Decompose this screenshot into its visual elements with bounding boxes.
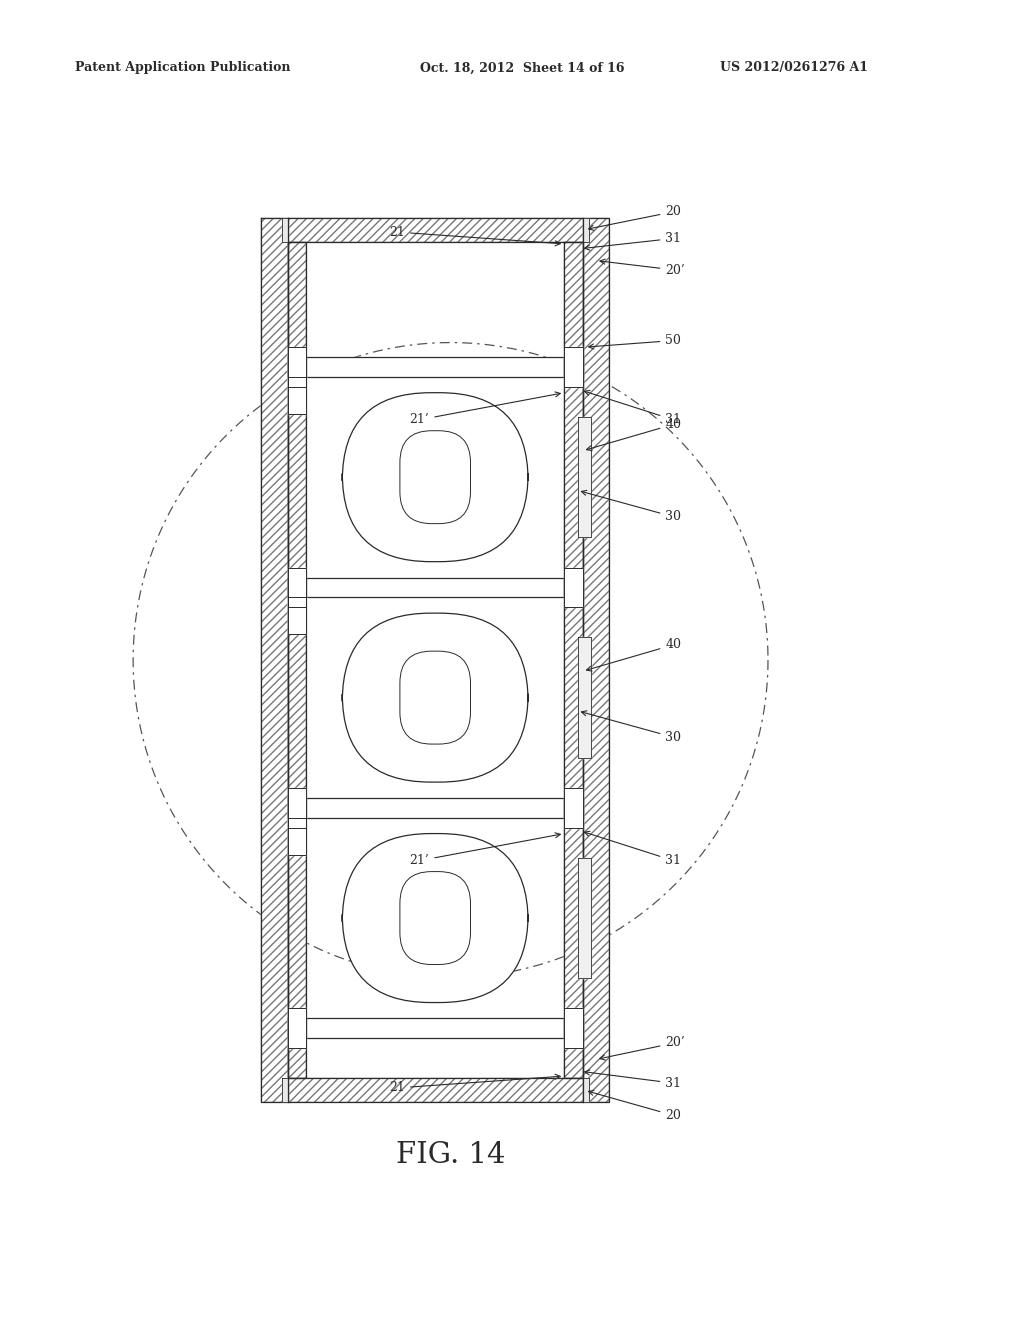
- Polygon shape: [282, 218, 288, 242]
- Text: 31: 31: [585, 832, 681, 867]
- Polygon shape: [288, 788, 306, 828]
- Polygon shape: [564, 347, 583, 387]
- Text: 40: 40: [587, 418, 681, 450]
- Text: 50: 50: [589, 334, 681, 348]
- Polygon shape: [288, 1008, 306, 1048]
- Polygon shape: [288, 578, 583, 597]
- Polygon shape: [578, 638, 591, 758]
- Text: 30: 30: [582, 710, 681, 743]
- Polygon shape: [564, 358, 583, 597]
- Polygon shape: [288, 1078, 583, 1102]
- Polygon shape: [288, 378, 306, 414]
- Polygon shape: [564, 1019, 583, 1078]
- Text: FIG. 14: FIG. 14: [396, 1140, 505, 1170]
- Polygon shape: [288, 797, 306, 1039]
- Text: 21: 21: [389, 1074, 560, 1094]
- Polygon shape: [288, 578, 306, 817]
- Text: 21’: 21’: [410, 833, 560, 867]
- Polygon shape: [564, 797, 583, 1039]
- Text: US 2012/0261276 A1: US 2012/0261276 A1: [720, 62, 868, 74]
- FancyBboxPatch shape: [342, 834, 528, 1003]
- Polygon shape: [578, 858, 591, 978]
- Text: 21’: 21’: [410, 392, 560, 426]
- Text: 40: 40: [587, 639, 681, 671]
- Text: 30: 30: [582, 490, 681, 523]
- Polygon shape: [564, 1008, 583, 1048]
- FancyBboxPatch shape: [400, 651, 470, 744]
- Polygon shape: [288, 218, 583, 242]
- Polygon shape: [564, 568, 583, 607]
- Polygon shape: [288, 1019, 306, 1078]
- Polygon shape: [288, 358, 306, 597]
- Polygon shape: [583, 1078, 589, 1102]
- Text: Patent Application Publication: Patent Application Publication: [75, 62, 291, 74]
- Polygon shape: [564, 242, 583, 378]
- Polygon shape: [564, 578, 583, 817]
- Polygon shape: [288, 597, 306, 635]
- Polygon shape: [564, 788, 583, 828]
- Polygon shape: [288, 242, 306, 378]
- Text: 20: 20: [589, 1090, 681, 1122]
- Polygon shape: [578, 417, 591, 537]
- Polygon shape: [583, 218, 609, 1102]
- Text: 20’: 20’: [600, 1036, 685, 1060]
- Text: 31: 31: [585, 1071, 681, 1090]
- Text: Oct. 18, 2012  Sheet 14 of 16: Oct. 18, 2012 Sheet 14 of 16: [420, 62, 625, 74]
- Polygon shape: [288, 1019, 583, 1039]
- FancyBboxPatch shape: [342, 612, 528, 781]
- Polygon shape: [288, 347, 306, 387]
- Text: 20’: 20’: [600, 259, 685, 277]
- Polygon shape: [288, 797, 583, 817]
- Text: 31: 31: [585, 391, 681, 426]
- Text: 21: 21: [389, 226, 560, 246]
- Polygon shape: [282, 1078, 288, 1102]
- Polygon shape: [261, 218, 288, 1102]
- Polygon shape: [288, 817, 306, 855]
- Polygon shape: [288, 568, 306, 607]
- Polygon shape: [583, 218, 589, 242]
- Text: 20: 20: [589, 206, 681, 231]
- FancyBboxPatch shape: [400, 430, 470, 524]
- Text: 31: 31: [585, 232, 681, 251]
- FancyBboxPatch shape: [342, 393, 528, 562]
- Polygon shape: [288, 358, 583, 378]
- FancyBboxPatch shape: [400, 871, 470, 965]
